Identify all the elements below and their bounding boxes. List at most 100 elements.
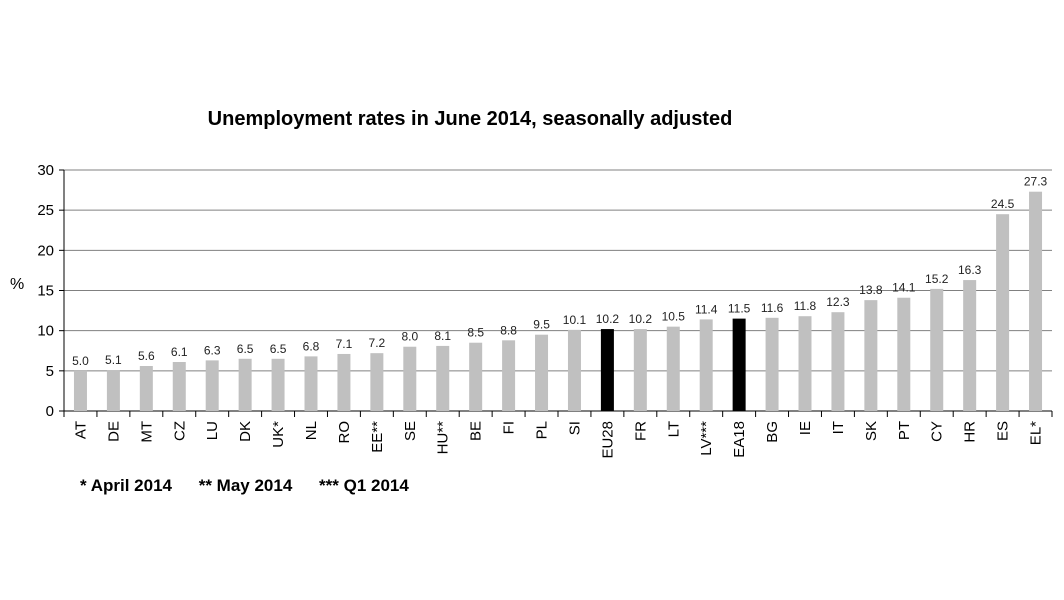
data-label: 10.1 bbox=[563, 313, 587, 327]
bar-hu bbox=[436, 345, 450, 411]
x-tick-label: BG bbox=[764, 421, 781, 443]
bar-fr bbox=[633, 329, 647, 411]
x-tick-label: PL bbox=[534, 421, 551, 439]
data-label: 11.5 bbox=[728, 302, 751, 316]
data-label: 10.2 bbox=[596, 312, 620, 326]
x-tick-label: BE bbox=[468, 421, 485, 441]
x-tick-label: RO bbox=[336, 421, 353, 444]
data-label: 6.8 bbox=[303, 339, 320, 353]
footnote-may: ** May 2014 bbox=[198, 476, 293, 495]
data-label: 9.5 bbox=[533, 318, 550, 332]
bar-fi bbox=[502, 340, 516, 411]
y-tick-label: 10 bbox=[37, 323, 54, 340]
footnote-april: * April 2014 bbox=[80, 476, 172, 495]
bar-at bbox=[73, 370, 87, 411]
x-tick-label: EE** bbox=[369, 421, 386, 453]
x-tick-label: PT bbox=[896, 421, 913, 440]
x-tick-label: ES bbox=[995, 421, 1012, 441]
bar-lt bbox=[666, 326, 680, 411]
bar-it bbox=[831, 312, 845, 411]
x-tick-label: MT bbox=[138, 421, 155, 443]
bar-si bbox=[567, 329, 581, 411]
data-label: 6.1 bbox=[171, 345, 188, 359]
bar-el bbox=[1029, 191, 1043, 411]
x-tick-label: IE bbox=[797, 421, 814, 435]
y-tick-label: 5 bbox=[46, 363, 54, 380]
bar-cy bbox=[930, 288, 944, 411]
y-tick-label: 0 bbox=[46, 403, 54, 420]
y-tick-label: 15 bbox=[37, 283, 54, 300]
bar-bg bbox=[765, 317, 779, 411]
data-label: 16.3 bbox=[958, 263, 982, 277]
x-tick-label: SK bbox=[863, 421, 880, 441]
bar-cz bbox=[172, 361, 186, 411]
bar-ie bbox=[798, 316, 812, 411]
bar-uk bbox=[271, 358, 285, 411]
data-label: 5.1 bbox=[105, 353, 122, 367]
bar-es bbox=[996, 214, 1010, 411]
y-tick-label: 20 bbox=[37, 242, 54, 259]
y-tick-label: 25 bbox=[37, 202, 54, 219]
x-tick-label: EA18 bbox=[731, 421, 748, 458]
bar-ro bbox=[337, 353, 351, 411]
data-label: 8.5 bbox=[467, 326, 484, 340]
x-tick-label: FI bbox=[501, 421, 518, 434]
bar-ea18 bbox=[732, 318, 746, 411]
bar-sk bbox=[864, 300, 878, 411]
data-label: 11.4 bbox=[695, 302, 718, 316]
bar-de bbox=[106, 370, 120, 411]
bar-pl bbox=[535, 334, 549, 411]
x-tick-label: LU bbox=[204, 421, 221, 440]
x-tick-label: HU** bbox=[435, 421, 452, 455]
data-label: 8.1 bbox=[434, 329, 451, 343]
data-label: 11.8 bbox=[794, 299, 817, 313]
bar-nl bbox=[304, 356, 318, 411]
x-tick-label: IT bbox=[830, 421, 847, 434]
y-axis-label: % bbox=[10, 276, 25, 293]
bar-pt bbox=[897, 297, 911, 411]
x-tick-label: LT bbox=[665, 421, 682, 437]
footnote-q1: *** Q1 2014 bbox=[319, 476, 409, 495]
data-label: 8.0 bbox=[401, 330, 418, 344]
x-tick-label: FR bbox=[632, 421, 649, 441]
data-label: 14.1 bbox=[892, 281, 916, 295]
data-label: 6.5 bbox=[270, 342, 287, 356]
data-label: 11.6 bbox=[761, 301, 784, 315]
data-label: 27.3 bbox=[1024, 175, 1048, 189]
data-label: 12.3 bbox=[826, 295, 850, 309]
x-tick-label: EL* bbox=[1028, 421, 1045, 445]
x-tick-label: DK bbox=[237, 421, 254, 442]
bar-se bbox=[403, 346, 417, 411]
x-tick-label: LV*** bbox=[698, 421, 715, 456]
x-tick-label: AT bbox=[72, 421, 89, 439]
data-label: 6.5 bbox=[237, 342, 254, 356]
chart-title: Unemployment rates in June 2014, seasona… bbox=[207, 108, 733, 130]
bar-be bbox=[469, 342, 483, 411]
data-label: 7.1 bbox=[336, 337, 353, 351]
data-label: 5.6 bbox=[138, 349, 155, 363]
bar-eu28 bbox=[600, 329, 614, 411]
bar-hr bbox=[963, 280, 977, 411]
data-label: 15.2 bbox=[925, 272, 949, 286]
x-tick-label: HR bbox=[962, 421, 979, 443]
data-label: 10.2 bbox=[629, 312, 653, 326]
bar-lu bbox=[205, 360, 219, 411]
bar-mt bbox=[139, 366, 153, 411]
bar-lv bbox=[699, 319, 713, 411]
x-tick-label: NL bbox=[303, 421, 320, 440]
footnotes: * April 2014 ** May 2014 *** Q1 2014 bbox=[80, 476, 431, 496]
data-label: 24.5 bbox=[991, 197, 1015, 211]
x-tick-label: EU28 bbox=[599, 421, 616, 459]
x-tick-label: SE bbox=[402, 421, 419, 441]
x-tick-label: CZ bbox=[171, 421, 188, 441]
data-label: 13.8 bbox=[859, 283, 883, 297]
data-label: 5.0 bbox=[72, 354, 89, 368]
x-tick-label: CY bbox=[929, 421, 946, 442]
data-label: 10.5 bbox=[662, 310, 686, 324]
bar-ee bbox=[370, 353, 384, 411]
bar-dk bbox=[238, 358, 252, 411]
data-label: 6.3 bbox=[204, 343, 221, 357]
x-tick-label: SI bbox=[566, 421, 583, 435]
x-tick-label: DE bbox=[105, 421, 122, 442]
